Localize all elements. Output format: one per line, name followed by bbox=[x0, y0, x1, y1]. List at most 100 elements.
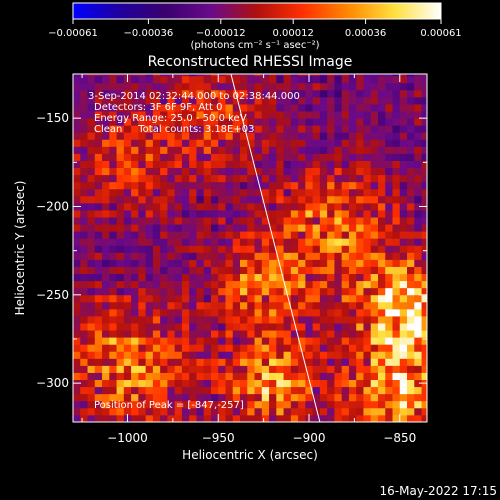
heatmap-cell bbox=[203, 167, 212, 176]
heatmap-cell bbox=[377, 160, 386, 169]
heatmap-cell bbox=[254, 74, 263, 77]
heatmap-cell bbox=[232, 132, 241, 140]
heatmap-cell bbox=[341, 280, 350, 289]
heatmap-cell bbox=[152, 160, 161, 169]
heatmap-cell bbox=[138, 323, 147, 331]
heatmap-cell bbox=[225, 153, 234, 161]
heatmap-cell bbox=[247, 153, 255, 161]
heatmap-cell bbox=[181, 118, 190, 126]
heatmap-cell bbox=[414, 160, 422, 169]
heatmap-cell bbox=[210, 202, 219, 211]
heatmap-cell bbox=[189, 266, 197, 275]
heatmap-cell bbox=[174, 231, 183, 239]
heatmap-cell bbox=[298, 259, 306, 267]
heatmap-cell bbox=[203, 259, 212, 267]
heatmap-cell bbox=[189, 379, 197, 388]
heatmap-cell bbox=[290, 210, 299, 218]
heatmap-cell bbox=[312, 280, 321, 289]
heatmap-cell bbox=[218, 181, 226, 190]
heatmap-cell bbox=[269, 174, 277, 183]
heatmap-cell bbox=[160, 330, 168, 338]
heatmap-cell bbox=[160, 259, 168, 267]
heatmap-cell bbox=[377, 344, 386, 352]
heatmap-cell bbox=[80, 266, 88, 275]
heatmap-cell bbox=[80, 372, 88, 381]
heatmap-cell bbox=[210, 245, 219, 253]
heatmap-cell bbox=[196, 167, 205, 176]
heatmap-cell bbox=[232, 210, 241, 218]
heatmap-cell bbox=[276, 217, 284, 225]
heatmap-cell bbox=[312, 344, 321, 352]
heatmap-cell bbox=[80, 294, 88, 303]
heatmap-cell bbox=[232, 195, 241, 204]
heatmap-cell bbox=[414, 118, 422, 126]
heatmap-cell bbox=[160, 379, 168, 388]
heatmap-cell bbox=[290, 224, 299, 232]
heatmap-cell bbox=[305, 104, 314, 112]
heatmap-cell bbox=[298, 414, 306, 422]
heatmap-cell bbox=[102, 195, 110, 204]
heatmap-cell bbox=[145, 82, 154, 91]
heatmap-cell bbox=[348, 308, 357, 317]
heatmap-cell bbox=[356, 82, 364, 91]
heatmap-cell bbox=[327, 372, 335, 381]
heatmap-cell bbox=[261, 139, 270, 147]
heatmap-cell bbox=[116, 160, 125, 169]
heatmap-cell bbox=[247, 125, 255, 133]
heatmap-cell bbox=[261, 96, 270, 105]
heatmap-cell bbox=[174, 188, 183, 197]
heatmap-cell bbox=[385, 75, 393, 84]
heatmap-cell bbox=[290, 414, 299, 422]
heatmap-cell bbox=[210, 330, 219, 338]
heatmap-cell bbox=[269, 210, 277, 218]
heatmap-cell bbox=[181, 323, 190, 331]
heatmap-cell bbox=[247, 351, 255, 359]
heatmap-cell bbox=[138, 111, 147, 119]
heatmap-cell bbox=[341, 231, 350, 239]
annotation-time: 3-Sep-2014 02:32:44.000 to 02:38:44.000 bbox=[88, 91, 300, 102]
heatmap-cell bbox=[363, 252, 372, 260]
heatmap-cell bbox=[276, 104, 284, 112]
heatmap-cell bbox=[123, 160, 132, 169]
heatmap-cell bbox=[356, 337, 364, 345]
heatmap-cell bbox=[167, 75, 176, 84]
heatmap-cell bbox=[327, 118, 335, 126]
heatmap-cell bbox=[399, 195, 408, 204]
heatmap-cell bbox=[414, 301, 422, 310]
heatmap-cell bbox=[283, 160, 292, 169]
heatmap-cell bbox=[102, 202, 110, 211]
heatmap-cell bbox=[225, 294, 234, 303]
heatmap-cell bbox=[363, 323, 372, 331]
heatmap-cell bbox=[189, 82, 197, 91]
heatmap-cell bbox=[94, 351, 103, 359]
heatmap-cell bbox=[102, 89, 110, 98]
heatmap-cell bbox=[290, 231, 299, 239]
heatmap-cell bbox=[414, 202, 422, 211]
heatmap-cell bbox=[312, 174, 321, 183]
heatmap-cell bbox=[225, 400, 234, 409]
heatmap-cell bbox=[283, 337, 292, 345]
heatmap-cell bbox=[73, 82, 81, 91]
heatmap-cell bbox=[80, 358, 88, 366]
heatmap-cell bbox=[87, 358, 96, 366]
heatmap-cell bbox=[152, 82, 161, 91]
heatmap-cell bbox=[269, 252, 277, 260]
heatmap-cell bbox=[370, 344, 379, 352]
heatmap-cell bbox=[174, 365, 183, 373]
heatmap-cell bbox=[290, 273, 299, 282]
heatmap-cell bbox=[116, 153, 125, 161]
heatmap-cell bbox=[225, 89, 234, 98]
heatmap-cell bbox=[363, 224, 372, 232]
heatmap-cell bbox=[123, 231, 132, 239]
heatmap-cell bbox=[225, 280, 234, 289]
heatmap-cell bbox=[131, 287, 139, 296]
heatmap-cell bbox=[269, 104, 277, 112]
heatmap-cell bbox=[290, 238, 299, 246]
heatmap-cell bbox=[232, 393, 241, 402]
heatmap-cell bbox=[145, 89, 154, 98]
heatmap-cell bbox=[283, 75, 292, 84]
heatmap-cell bbox=[138, 400, 147, 409]
heatmap-cell bbox=[356, 210, 364, 218]
heatmap-cell bbox=[319, 259, 328, 267]
heatmap-cell bbox=[167, 287, 176, 296]
